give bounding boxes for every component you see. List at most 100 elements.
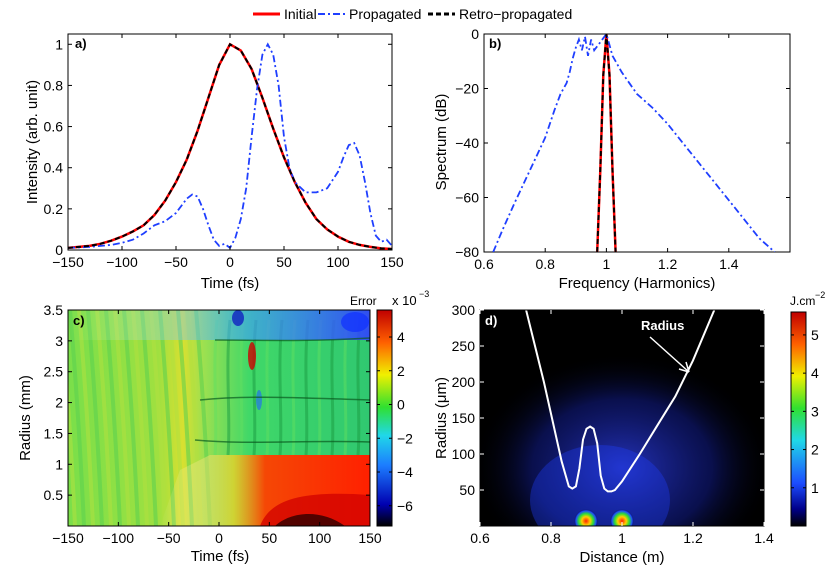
x-tick-label: 0.6	[474, 256, 494, 272]
panel-c-colorbar	[376, 309, 393, 527]
panel-d-colorbar-title: J.cm	[790, 294, 815, 308]
heatmap-fringe	[68, 372, 77, 526]
panel-d-annotation: Radius	[641, 318, 684, 333]
series-line-retro-propagated	[68, 42, 392, 250]
panel-d-colorbar-exponent: −2	[815, 290, 825, 300]
x-tick-label: 150	[380, 254, 404, 270]
y-tick-label: −60	[455, 190, 479, 206]
colorbar-tick-label: 2	[811, 442, 819, 458]
x-tick-label: 0.6	[470, 530, 490, 546]
colorbar-tick-label: 2	[397, 363, 405, 379]
panel-a: −150 −100 −50 0 50 100 150 0 0.2 0.4 0.6 0.8 1 a) Ti…	[24, 33, 404, 292]
y-tick-label: 2	[55, 395, 63, 411]
panel-c-xlabel: Time (fs)	[191, 548, 250, 565]
panel-b-ylabel: Spectrum (dB)	[433, 94, 450, 191]
x-tick-label: 100	[308, 530, 332, 546]
panel-a-label: a)	[75, 36, 87, 51]
panel-d-colorbar-ticks: 5 4 3 2 1	[791, 327, 819, 496]
panel-c-ticks: −150 −100 −50 0 50 100 150 0.5 1 1.5 2 2.5 3 3.5	[44, 302, 382, 546]
panel-c-label: c)	[73, 313, 85, 328]
x-tick-label: 1.4	[719, 256, 739, 272]
x-tick-label: 0.8	[541, 530, 561, 546]
panel-a-series	[68, 42, 392, 250]
y-tick-label: 100	[452, 446, 476, 462]
y-tick-label: 1	[55, 456, 63, 472]
panel-b-frame	[483, 33, 791, 253]
series-line-propagated	[68, 42, 392, 250]
panel-c-colorbar-exponent-power: −3	[419, 289, 429, 299]
y-tick-label: −80	[455, 244, 479, 260]
colorbar-tick-label: 3	[811, 403, 819, 419]
x-tick-label: 50	[276, 254, 292, 270]
legend-label-initial: Initial	[284, 6, 317, 22]
panel-b-series	[492, 34, 776, 252]
panel-d-radius-curve	[525, 310, 716, 493]
colorbar-tick-label: −6	[397, 498, 413, 514]
x-tick-label: 1	[618, 530, 626, 546]
x-tick-label: −50	[157, 530, 181, 546]
colorbar-tick-label: 4	[397, 329, 405, 345]
panel-d-annotation-arrow	[649, 336, 690, 373]
y-tick-label: 2.5	[44, 364, 64, 380]
colorbar-tick-label: 0	[397, 397, 405, 413]
panel-c-ylabel: Radius (mm)	[17, 375, 34, 461]
x-tick-label: −100	[106, 254, 138, 270]
y-tick-label: 0	[471, 26, 479, 42]
y-tick-label: 0.5	[44, 487, 64, 503]
panel-d-colorbar	[790, 311, 807, 527]
y-tick-label: 250	[452, 338, 476, 354]
panel-b: 0.6 0.8 1 1.2 1.4 −80 −60 −40 −20 0 b) Frequency …	[433, 26, 791, 292]
colorbar-tick-label: 1	[811, 480, 819, 496]
x-tick-label: −150	[52, 530, 84, 546]
panel-c-colorbar-title: Error	[350, 294, 377, 308]
y-tick-label: 300	[452, 302, 476, 318]
y-tick-label: 3.5	[44, 302, 64, 318]
y-tick-label: 200	[452, 374, 476, 390]
panel-c-colorbar-exponent: x 10	[392, 293, 417, 308]
panel-a-ylabel: Intensity (arb. unit)	[24, 80, 41, 204]
panel-d-arrow-head	[678, 361, 690, 373]
x-tick-label: 1	[603, 256, 611, 272]
panel-b-label: b)	[489, 36, 501, 51]
y-tick-label: 150	[452, 410, 476, 426]
series-line-retro-propagated	[596, 34, 617, 252]
x-tick-label: −50	[164, 254, 188, 270]
x-tick-label: 0	[226, 254, 234, 270]
panel-d-xlabel: Distance (m)	[579, 549, 664, 566]
legend-label-retro: Retro−propagated	[459, 6, 572, 22]
panel-d: 0.6 0.8 1 1.2 1.4 50 100 150 200 250 300 d) Radius…	[433, 290, 825, 566]
x-tick-label: −150	[52, 254, 84, 270]
x-tick-label: 1.4	[754, 530, 774, 546]
legend: Initial Propagated Retro−propagated	[253, 6, 572, 22]
y-tick-label: −40	[455, 135, 479, 151]
y-tick-label: 0	[55, 242, 63, 258]
x-tick-label: 100	[326, 254, 350, 270]
x-tick-label: 0.8	[535, 256, 555, 272]
y-tick-label: 3	[55, 333, 63, 349]
panel-a-ticks: −150 −100 −50 0 50 100 150 0 0.2 0.4 0.6 0.8 1	[44, 34, 404, 270]
colorbar-tick-label: −2	[397, 430, 413, 446]
panel-d-ticks: 0.6 0.8 1 1.2 1.4 50 100 150 200 250 300	[452, 302, 774, 546]
y-tick-label: 1.5	[44, 425, 64, 441]
panel-d-heatmap	[480, 310, 764, 526]
y-tick-label: 50	[459, 482, 475, 498]
x-tick-label: −100	[103, 530, 135, 546]
y-tick-label: 0.4	[44, 160, 64, 176]
x-tick-label: 50	[262, 530, 278, 546]
x-tick-label: 150	[358, 530, 382, 546]
y-tick-label: 0.8	[44, 77, 64, 93]
x-tick-label: 1.2	[658, 256, 678, 272]
y-tick-label: −20	[455, 81, 479, 97]
panel-b-xlabel: Frequency (Harmonics)	[559, 275, 716, 292]
legend-label-propagated: Propagated	[349, 6, 421, 22]
y-tick-label: 1	[55, 36, 63, 52]
panel-a-frame	[67, 33, 393, 251]
colorbar-tick-label: 4	[811, 365, 819, 381]
colorbar-tick-label: 5	[811, 327, 819, 343]
colorbar-tick-label: −4	[397, 464, 413, 480]
panel-d-label: d)	[485, 313, 497, 328]
x-tick-label: 1.2	[683, 530, 703, 546]
panel-c: −150 −100 −50 0 50 100 150 0.5 1 1.5 2 2.5 3 3.5 c) T…	[17, 289, 429, 565]
y-tick-label: 0.6	[44, 119, 64, 135]
